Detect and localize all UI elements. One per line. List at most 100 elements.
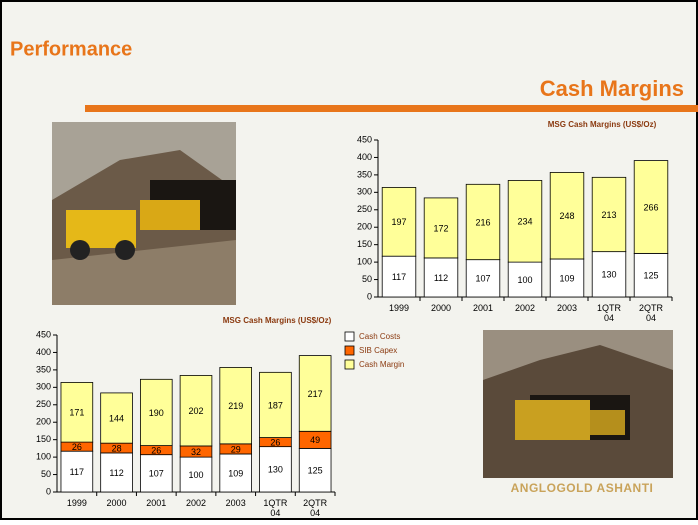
value-label: 117 bbox=[70, 467, 84, 477]
x-tick-label-box: 2QTR 04 bbox=[638, 303, 663, 323]
x-tick-label: 2003 bbox=[225, 498, 246, 508]
value-label: 202 bbox=[188, 406, 203, 416]
y-tick-label: 0 bbox=[367, 291, 372, 301]
x-tick-label: 1QTR 04 bbox=[263, 498, 288, 518]
mine-photo bbox=[52, 122, 236, 305]
x-tick-label: 1999 bbox=[66, 498, 87, 508]
value-label: 100 bbox=[517, 275, 532, 285]
value-label: 29 bbox=[231, 444, 241, 454]
value-label: 197 bbox=[391, 217, 406, 227]
y-tick-label: 300 bbox=[357, 187, 372, 197]
section-title: Performance bbox=[10, 38, 132, 60]
x-tick-label-box: 2001 bbox=[146, 498, 167, 508]
y-tick-label: 50 bbox=[41, 469, 51, 479]
value-label: 130 bbox=[601, 270, 616, 280]
x-tick-label-box: 2003 bbox=[557, 303, 577, 313]
value-label: 187 bbox=[268, 400, 283, 410]
bar-segment bbox=[381, 255, 417, 298]
bar-segment bbox=[259, 371, 292, 438]
bar-segment bbox=[507, 261, 543, 298]
bar-segment bbox=[179, 375, 213, 447]
y-tick-label: 150 bbox=[36, 434, 51, 444]
value-label: 216 bbox=[475, 217, 490, 227]
value-label: 107 bbox=[149, 469, 164, 479]
value-label: 234 bbox=[517, 217, 532, 227]
value-label: 109 bbox=[559, 273, 574, 283]
x-tick-label-box: 2001 bbox=[473, 303, 493, 313]
value-label: 219 bbox=[228, 401, 243, 411]
x-tick-label-box: 1QTR 04 bbox=[263, 498, 288, 518]
bar-segment bbox=[139, 378, 173, 446]
bar-segment bbox=[633, 160, 669, 254]
value-label: 107 bbox=[475, 274, 490, 284]
bar-segment bbox=[298, 355, 332, 432]
y-tick-label: 200 bbox=[36, 417, 51, 427]
value-label: 125 bbox=[308, 466, 323, 476]
legend-label: SIB Capex bbox=[359, 346, 397, 355]
bar-segment bbox=[298, 447, 332, 493]
value-label: 49 bbox=[310, 435, 320, 445]
value-label: 26 bbox=[270, 437, 280, 447]
bar-segment bbox=[60, 382, 94, 443]
x-tick-label-box: 2003 bbox=[225, 498, 246, 508]
value-label: 112 bbox=[434, 273, 448, 283]
y-tick-label: 400 bbox=[36, 347, 51, 357]
bar-segment bbox=[219, 453, 252, 493]
x-tick-label-box: 1999 bbox=[66, 498, 87, 508]
x-tick-label-box: 2000 bbox=[430, 303, 452, 313]
y-tick-label: 50 bbox=[362, 274, 372, 284]
y-tick-label: 350 bbox=[357, 169, 372, 179]
value-label: 248 bbox=[559, 211, 574, 221]
x-tick-label: 2002 bbox=[185, 498, 206, 508]
legend-swatch bbox=[344, 359, 355, 370]
bar-segment bbox=[591, 176, 627, 253]
bar-segment bbox=[507, 180, 543, 263]
y-tick-label: 200 bbox=[357, 222, 372, 232]
x-tick-label: 2QTR 04 bbox=[638, 303, 663, 323]
bar-segment bbox=[60, 450, 94, 493]
y-tick-label: 450 bbox=[357, 134, 372, 144]
slide-heading: Cash Margins bbox=[540, 76, 684, 101]
legend-label: Cash Costs bbox=[359, 332, 400, 341]
value-label: 125 bbox=[643, 271, 658, 281]
x-tick-label-box: 1QTR 04 bbox=[597, 303, 621, 323]
value-label: 266 bbox=[643, 202, 658, 212]
value-label: 217 bbox=[308, 389, 323, 399]
y-tick-label: 300 bbox=[36, 382, 51, 392]
value-label: 100 bbox=[188, 470, 203, 480]
value-label: 171 bbox=[69, 408, 84, 418]
chart-title: MSG Cash Margins (US$/Oz) bbox=[223, 316, 332, 325]
bar-segment bbox=[633, 252, 669, 298]
mine-photo bbox=[483, 330, 673, 478]
y-tick-label: 100 bbox=[357, 256, 372, 266]
y-tick-label: 450 bbox=[36, 329, 51, 339]
bar-segment bbox=[549, 258, 585, 298]
value-label: 28 bbox=[112, 443, 122, 453]
legend-swatch bbox=[344, 331, 355, 342]
x-tick-label-box: 2002 bbox=[185, 498, 206, 508]
value-label: 117 bbox=[392, 272, 406, 282]
bar-segment bbox=[179, 456, 213, 493]
x-tick-label: 2001 bbox=[146, 498, 167, 508]
y-tick-label: 0 bbox=[46, 486, 51, 496]
y-tick-label: 150 bbox=[357, 239, 372, 249]
value-label: 190 bbox=[149, 408, 164, 418]
x-tick-label: 2QTR 04 bbox=[303, 498, 328, 518]
bar-segment bbox=[100, 392, 133, 444]
y-tick-label: 400 bbox=[357, 152, 372, 162]
value-label: 172 bbox=[433, 223, 448, 233]
heading-rule bbox=[85, 105, 698, 112]
bar-segment bbox=[549, 172, 585, 260]
value-label: 112 bbox=[109, 468, 123, 478]
bar-segment bbox=[100, 452, 133, 493]
x-tick-label: 2002 bbox=[514, 303, 536, 313]
bar-segment bbox=[465, 259, 501, 298]
y-tick-label: 250 bbox=[357, 204, 372, 214]
legend-swatch bbox=[344, 345, 355, 356]
x-tick-label-box: 2002 bbox=[514, 303, 536, 313]
x-tick-label: 2000 bbox=[430, 303, 452, 313]
bar-segment bbox=[219, 367, 252, 445]
value-label: 213 bbox=[601, 210, 616, 220]
y-tick-label: 100 bbox=[36, 451, 51, 461]
